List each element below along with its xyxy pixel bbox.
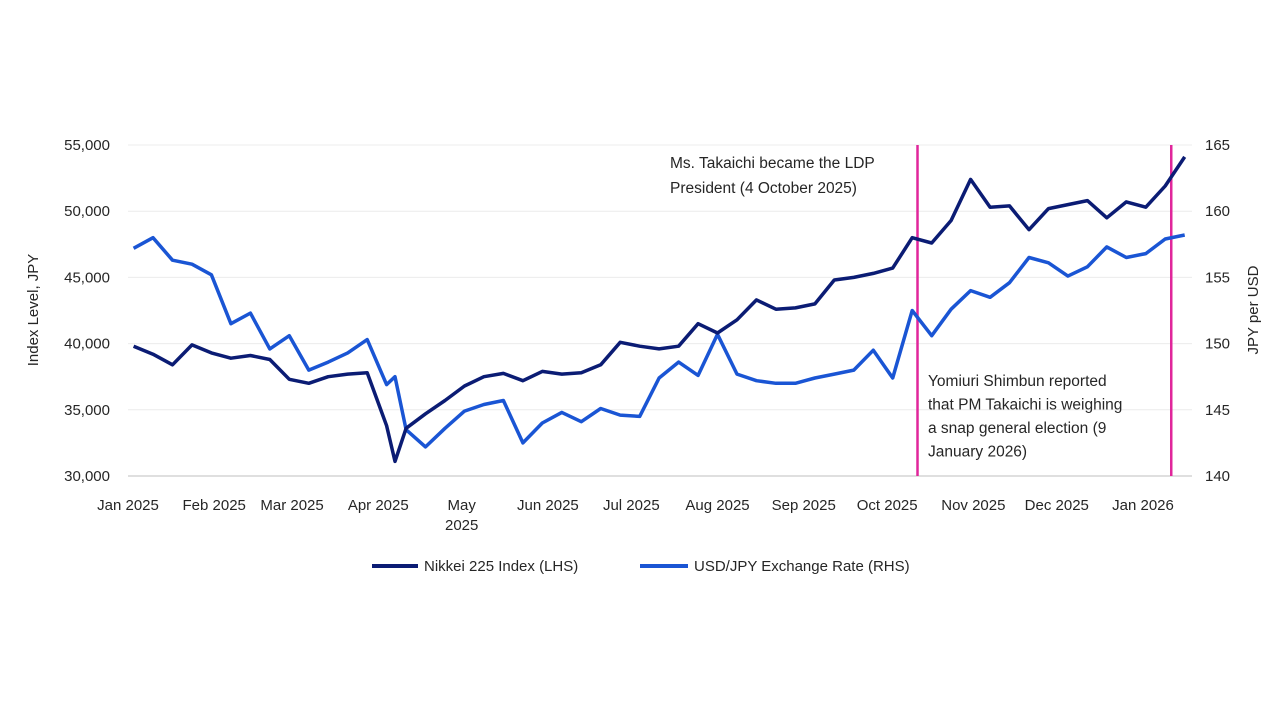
left-tick-label: 55,000 (64, 137, 110, 154)
x-tick-label: May 2025 (445, 497, 478, 534)
left-tick-label: 30,000 (64, 468, 110, 485)
left-tick-label: 35,000 (64, 402, 110, 419)
series-lines (132, 155, 1187, 464)
left-tick-label: 40,000 (64, 336, 110, 353)
x-tick-label: Feb 2025 (183, 497, 246, 514)
nikkei-line (132, 155, 1187, 464)
left-axis-ticks: 30,000 35,000 40,000 45,000 50,000 55,000 (64, 137, 110, 485)
x-tick-label: Jun 2025 (517, 497, 579, 514)
right-tick-label: 160 (1205, 203, 1230, 220)
annotation-text: Yomiuri Shimbun reported (928, 373, 1107, 390)
legend: Nikkei 225 Index (LHS) USD/JPY Exchange … (372, 558, 910, 575)
annotation-text: a snap general election (9 (928, 420, 1106, 437)
right-tick-label: 165 (1205, 137, 1230, 154)
x-tick-label: Aug 2025 (685, 497, 749, 514)
x-tick-label: Jan 2025 (97, 497, 159, 514)
annotation-text: January 2026) (928, 444, 1027, 461)
x-tick-label: Nov 2025 (941, 497, 1005, 514)
right-axis-ticks: 140 145 150 155 160 165 (1205, 137, 1230, 485)
annotation-text: that PM Takaichi is weighing (928, 397, 1122, 414)
left-axis-label: Index Level, JPY (25, 254, 42, 367)
annotation-text: President (4 October 2025) (670, 180, 857, 197)
x-tick-label: Mar 2025 (260, 497, 323, 514)
right-axis-label: JPY per USD (1245, 265, 1262, 354)
right-tick-label: 140 (1205, 468, 1230, 485)
right-tick-label: 155 (1205, 269, 1230, 286)
usdjpy-line (132, 233, 1186, 449)
right-tick-label: 150 (1205, 336, 1230, 353)
legend-label-nikkei: Nikkei 225 Index (LHS) (424, 558, 578, 575)
annotation-text: Ms. Takaichi became the LDP (670, 155, 875, 172)
annotation-lines (916, 145, 1173, 476)
x-tick-label: Jul 2025 (603, 497, 660, 514)
grid (128, 144, 1192, 477)
right-tick-label: 145 (1205, 402, 1230, 419)
x-axis-ticks: Jan 2025 Feb 2025 Mar 2025 Apr 2025 May 2025 J… (97, 497, 1174, 534)
annotations: Ms. Takaichi became the LDP President (4 … (670, 155, 1122, 461)
left-tick-label: 50,000 (64, 203, 110, 220)
x-tick-label: Oct 2025 (857, 497, 918, 514)
legend-label-usdjpy: USD/JPY Exchange Rate (RHS) (694, 558, 910, 575)
x-tick-label: Jan 2026 (1112, 497, 1174, 514)
left-tick-label: 45,000 (64, 269, 110, 286)
x-tick-label: Sep 2025 (772, 497, 836, 514)
x-tick-label: Apr 2025 (348, 497, 409, 514)
x-tick-label: Dec 2025 (1025, 497, 1089, 514)
